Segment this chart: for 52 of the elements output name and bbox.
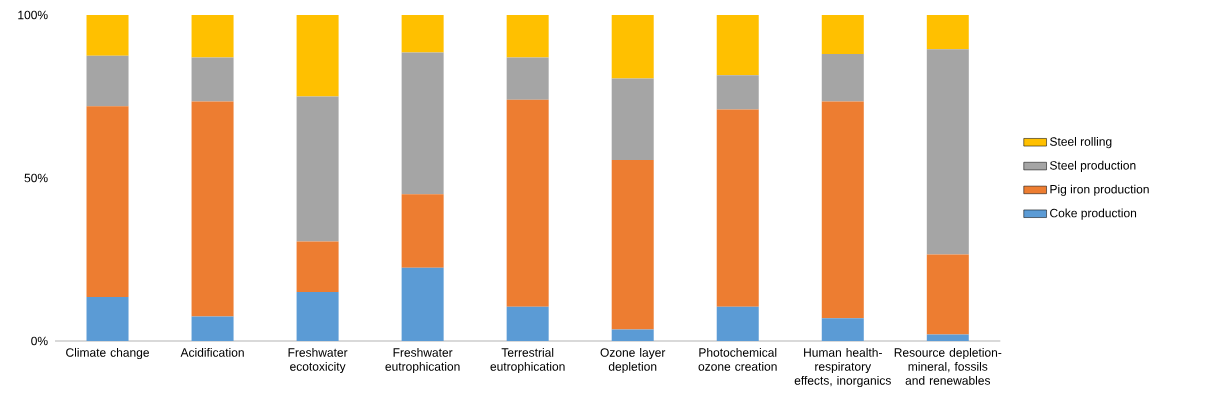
bar: [296, 96, 339, 242]
bar: [506, 99, 549, 307]
x-tick-label: Freshwater eutrophication: [385, 347, 460, 374]
bar: [506, 306, 549, 341]
bar: [926, 334, 969, 341]
x-tick-label: Photochemical ozone creation: [698, 347, 777, 371]
x-tick-label: Terrestrial eutrophication: [490, 347, 565, 374]
bar: [401, 52, 444, 195]
bar: [821, 318, 864, 341]
y-tick-label: 0%: [31, 336, 48, 346]
bar: [926, 15, 969, 50]
bar: [191, 101, 234, 317]
x-tick-label: Resource depletion-mineral, fossils and renewables: [894, 347, 1002, 385]
bar: [611, 329, 654, 341]
bar: [401, 194, 444, 268]
bar: [86, 106, 129, 297]
bar: [506, 57, 549, 100]
x-tick-label: Acidification: [180, 347, 244, 357]
bar: [191, 316, 234, 341]
bar: [86, 296, 129, 341]
bar: [86, 15, 129, 56]
bar: [401, 15, 444, 53]
legend-label: Steel rolling: [1050, 137, 1112, 149]
bar: [191, 15, 234, 58]
bar: [716, 109, 759, 307]
x-tick-label: Freshwater ecotoxicity: [288, 347, 348, 374]
legend-label: Coke production: [1050, 208, 1137, 220]
bar: [506, 15, 549, 58]
x-tick-label: Climate change: [66, 347, 149, 360]
x-tick-label: Ozone layer depletion: [600, 347, 666, 374]
bar: [716, 15, 759, 76]
bar: [401, 267, 444, 341]
bar: [716, 75, 759, 110]
x-tick-label: Human health-respiratory effects, inorganics: [794, 347, 891, 388]
bar: [821, 101, 864, 319]
bar: [926, 254, 969, 335]
bar: [296, 15, 339, 97]
bar: [611, 160, 654, 330]
bar: [821, 54, 864, 102]
bar: [296, 292, 339, 341]
bar: [191, 57, 234, 102]
y-tick-label: 50%: [24, 173, 48, 183]
bar: [926, 49, 969, 255]
bar: [86, 55, 129, 107]
bar: [716, 306, 759, 341]
bar: [821, 15, 864, 55]
bar: [296, 241, 339, 293]
legend-label: Pig iron production: [1050, 184, 1149, 196]
y-tick-label: 100%: [18, 10, 48, 20]
bar: [611, 78, 654, 161]
legend-label: Steel production: [1050, 160, 1136, 173]
bar: [611, 15, 654, 79]
